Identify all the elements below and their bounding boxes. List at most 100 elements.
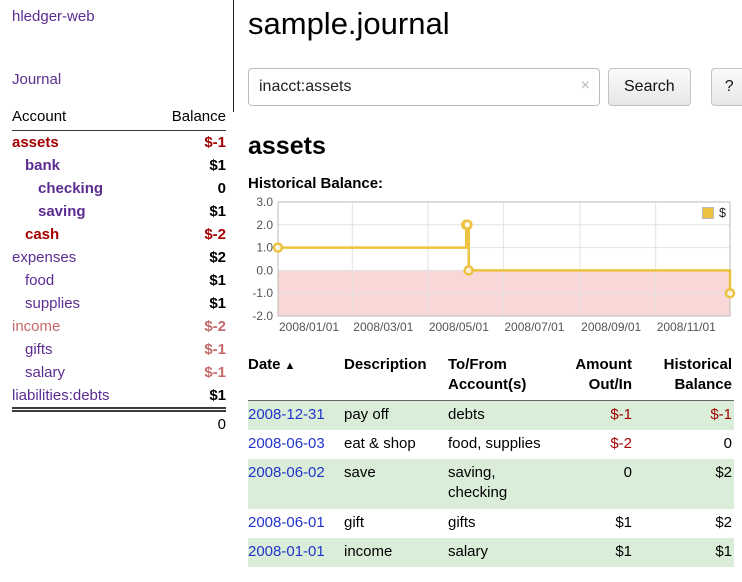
account-link-saving[interactable]: saving (38, 203, 86, 220)
register-table-body: 2008-12-31 pay off debts $-1 $-1 2008-06-03 ea… (248, 400, 734, 567)
plot-border (277, 201, 731, 317)
main-content: sample.journal × Search ? assets Histori… (226, 0, 742, 582)
y-axis-tick-label: 1.0 (256, 241, 273, 255)
account-link-income[interactable]: income (12, 318, 61, 335)
transaction-row: 2008-06-01 gift gifts $1 $2 (248, 509, 734, 538)
transaction-date-link[interactable]: 2008-01-01 (248, 542, 325, 560)
transaction-date-cell: 2008-06-01 (248, 509, 344, 538)
transaction-row: 2008-01-01 income salary $1 $1 (248, 537, 734, 567)
transaction-accounts-cell: salary (448, 542, 489, 560)
account-link-gifts[interactable]: gifts (25, 341, 53, 358)
account-link-cash[interactable]: cash (25, 226, 60, 243)
chart-legend: $ (700, 205, 728, 221)
account-link-food[interactable]: food (25, 272, 55, 289)
account-balance: $-1 (204, 341, 226, 358)
x-axis-tick-label: 2008/11/01 (657, 320, 716, 334)
column-header-balance: Historical Balance (640, 355, 734, 401)
transaction-description-cell: eat & shop (344, 434, 416, 452)
register-header-row: Date ▲ Description To/From Account(s) Amo… (248, 355, 734, 401)
transaction-description-cell: save (344, 464, 376, 481)
transaction-description-cell: gift (344, 513, 365, 531)
transaction-amount-cell: $-1 (610, 405, 632, 423)
account-link-checking[interactable]: checking (38, 180, 104, 197)
transaction-balance-cell: $1 (715, 542, 732, 560)
account-row: cash $-2 (12, 223, 226, 246)
column-header-date[interactable]: Date ▲ (248, 355, 344, 401)
transaction-date-link[interactable]: 2008-12-31 (248, 405, 325, 423)
account-balance: $1 (209, 387, 226, 404)
transaction-amount-cell: $1 (615, 513, 632, 531)
data-point-marker (462, 219, 473, 231)
account-row: food $1 (12, 269, 226, 292)
transaction-accounts-cell: saving, checking (448, 464, 508, 502)
transaction-date-link[interactable]: 2008-06-01 (248, 513, 325, 531)
account-name-cell: liabilities:debts (12, 384, 150, 410)
search-button[interactable]: Search (608, 68, 691, 106)
y-axis-tick-label: 3.0 (256, 195, 273, 209)
transaction-balance-cell: $-1 (710, 405, 732, 423)
x-axis-tick-label: 2008/05/01 (429, 320, 489, 334)
account-name-cell: checking (12, 177, 150, 200)
transaction-date-cell: 2008-06-03 (248, 430, 344, 459)
search-input[interactable] (248, 68, 600, 106)
accounts-total-value: 0 (149, 407, 226, 436)
transaction-amount-cell: 0 (623, 464, 632, 481)
register-table: Date ▲ Description To/From Account(s) Amo… (248, 355, 734, 567)
account-row: checking 0 (12, 177, 226, 200)
account-name-cell: salary (12, 361, 150, 384)
account-row: expenses $2 (12, 246, 226, 269)
account-link-expenses[interactable]: expenses (12, 249, 77, 266)
account-name-cell: gifts (12, 338, 150, 361)
account-balance: $2 (209, 249, 226, 266)
sort-ascending-icon: ▲ (284, 360, 296, 372)
accounts-total-row: 0 (12, 407, 226, 436)
x-axis-tick-label: 2008/01/01 (279, 320, 339, 334)
transaction-date-link[interactable]: 2008-06-03 (248, 434, 325, 452)
transaction-amount-cell: $-2 (610, 434, 632, 452)
transaction-date-cell: 2008-06-02 (248, 459, 344, 509)
account-link-assets[interactable]: assets (12, 134, 59, 151)
account-row: bank $1 (12, 154, 226, 177)
legend-color-swatch (702, 207, 715, 219)
account-row: salary $-1 (12, 361, 226, 384)
column-header-accounts: To/From Account(s) (448, 355, 560, 401)
account-link-supplies[interactable]: supplies (25, 295, 81, 312)
balance-chart-svg: 3.0 2.0 1.0 0.0 -1.0 -2.0 2008/01/01 2008/03/01… (252, 195, 736, 334)
account-balance: $-1 (204, 134, 226, 151)
account-row: supplies $1 (12, 292, 226, 315)
account-balance: $1 (209, 272, 226, 289)
accounts-col-account: Account (12, 104, 150, 131)
transaction-balance-cell: 0 (723, 434, 732, 452)
transaction-date-link[interactable]: 2008-06-02 (248, 464, 325, 481)
transaction-balance-cell: $2 (715, 513, 732, 531)
account-row: saving $1 (12, 200, 226, 223)
transaction-balance-cell: $2 (715, 464, 732, 481)
account-link-bank[interactable]: bank (25, 157, 61, 174)
account-name-cell: food (12, 269, 150, 292)
account-link-liabilities-debts[interactable]: liabilities:debts (12, 387, 110, 404)
x-axis-tick-label: 2008/03/01 (353, 320, 413, 334)
clear-search-icon[interactable]: × (580, 77, 590, 94)
accounts-header-row: Account Balance (12, 104, 226, 131)
column-header-description: Description (344, 355, 448, 401)
accounts-table-body: assets $-1 bank $1 checking 0 saving $1 cash $-2 e… (12, 131, 226, 410)
legend-label: $ (719, 206, 726, 220)
account-name-cell: expenses (12, 246, 150, 269)
page-title: sample.journal (248, 6, 450, 41)
transaction-description-cell: pay off (344, 405, 389, 423)
y-axis-tick-label: -2.0 (252, 309, 273, 323)
account-link-salary[interactable]: salary (25, 364, 66, 381)
help-button[interactable]: ? (710, 68, 742, 106)
transaction-accounts-cell: debts (448, 405, 485, 423)
sidebar-item-journal[interactable]: Journal (12, 71, 62, 88)
account-name-cell: saving (12, 200, 150, 223)
account-name-cell: assets (12, 131, 150, 155)
account-row: gifts $-1 (12, 338, 226, 361)
balance-chart: 3.0 2.0 1.0 0.0 -1.0 -2.0 2008/01/01 2008/03/01… (248, 195, 736, 341)
x-axis-tick-label: 2008/09/01 (581, 320, 641, 334)
account-row: liabilities:debts $1 (12, 384, 226, 410)
accounts-total-spacer (12, 407, 150, 436)
app-title-link[interactable]: hledger-web (12, 8, 95, 25)
account-balance: $1 (209, 295, 226, 312)
